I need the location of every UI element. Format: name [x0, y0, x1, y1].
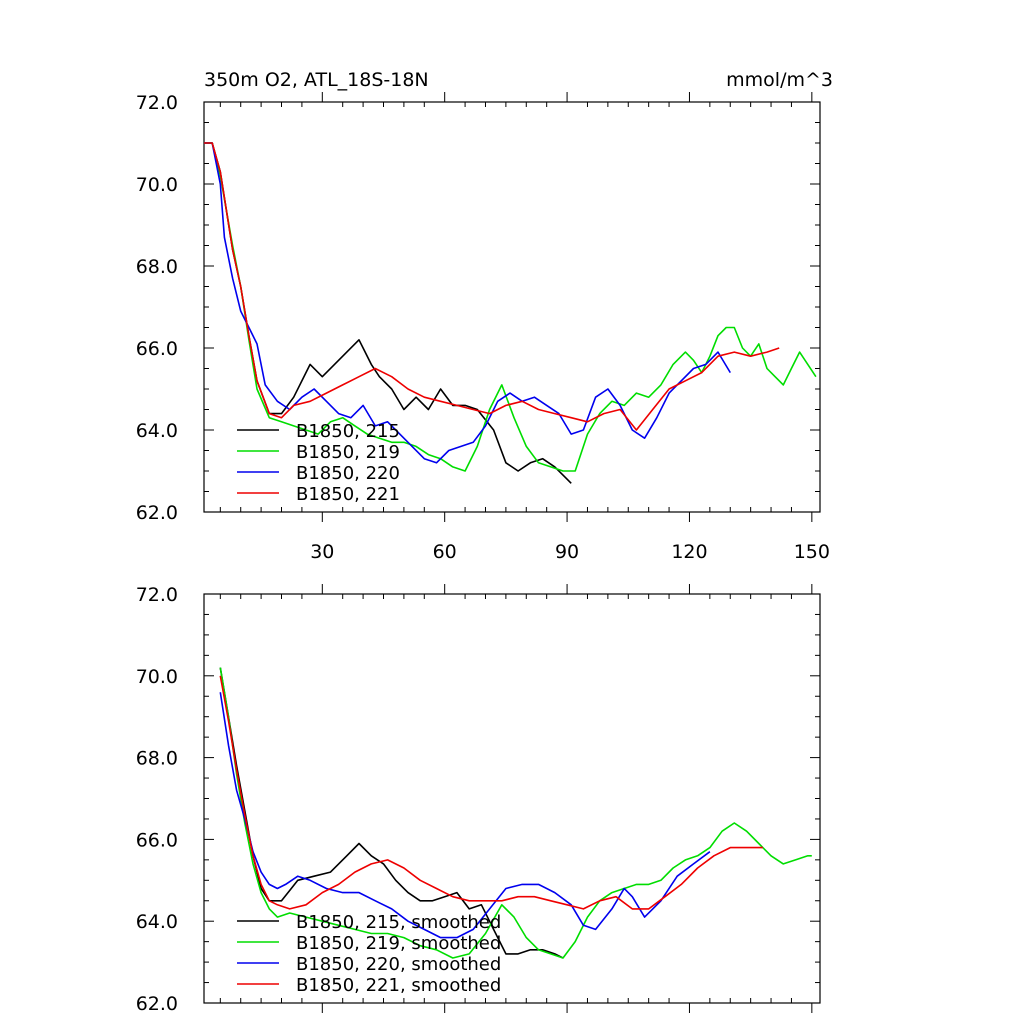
y-tick-label: 68.0: [136, 748, 178, 770]
legend-label: B1850, 215, smoothed: [296, 912, 501, 933]
y-tick-label: 70.0: [136, 666, 178, 688]
y-tick-label: 62.0: [136, 502, 178, 524]
y-tick-label: 64.0: [136, 420, 178, 442]
x-tick-label: 90: [555, 541, 579, 563]
legend-label: B1850, 215: [296, 421, 400, 442]
y-tick-label: 72.0: [136, 92, 178, 114]
y-tick-label: 66.0: [136, 829, 178, 851]
legend-label: B1850, 221: [296, 484, 400, 505]
legend-label: B1850, 219, smoothed: [296, 933, 501, 954]
x-tick-label: 30: [310, 541, 334, 563]
legend-label: B1850, 219: [296, 442, 400, 463]
units-label: mmol/m^3: [726, 69, 833, 91]
y-tick-label: 64.0: [136, 911, 178, 933]
series-line: [219, 675, 763, 910]
chart-title: 350m O2, ATL_18S-18N: [204, 69, 429, 91]
legend-label: B1850, 220, smoothed: [296, 954, 501, 975]
legend-label: B1850, 220: [296, 463, 400, 484]
y-tick-label: 62.0: [136, 993, 178, 1015]
y-tick-label: 68.0: [136, 256, 178, 278]
top-panel: 62.0 64.0 66.0 68.0 70.0 72.0 30 60 90 120 150 B185…: [136, 92, 830, 563]
series-line: [204, 142, 731, 464]
y-tick-label: 70.0: [136, 174, 178, 196]
legend-label: B1850, 221, smoothed: [296, 975, 501, 996]
x-tick-label: 120: [671, 541, 707, 563]
x-tick-label: 60: [433, 541, 457, 563]
series-line: [219, 667, 564, 959]
y-tick-label: 66.0: [136, 338, 178, 360]
series-line: [219, 667, 812, 959]
series-line: [204, 142, 780, 431]
y-tick-label: 72.0: [136, 584, 178, 606]
series-line: [204, 142, 817, 472]
series-line: [219, 692, 711, 939]
bottom-panel: 62.0 64.0 66.0 68.0 70.0 72.0 B1850, 215, smoo…: [136, 584, 821, 1015]
x-tick-label: 150: [794, 541, 830, 563]
